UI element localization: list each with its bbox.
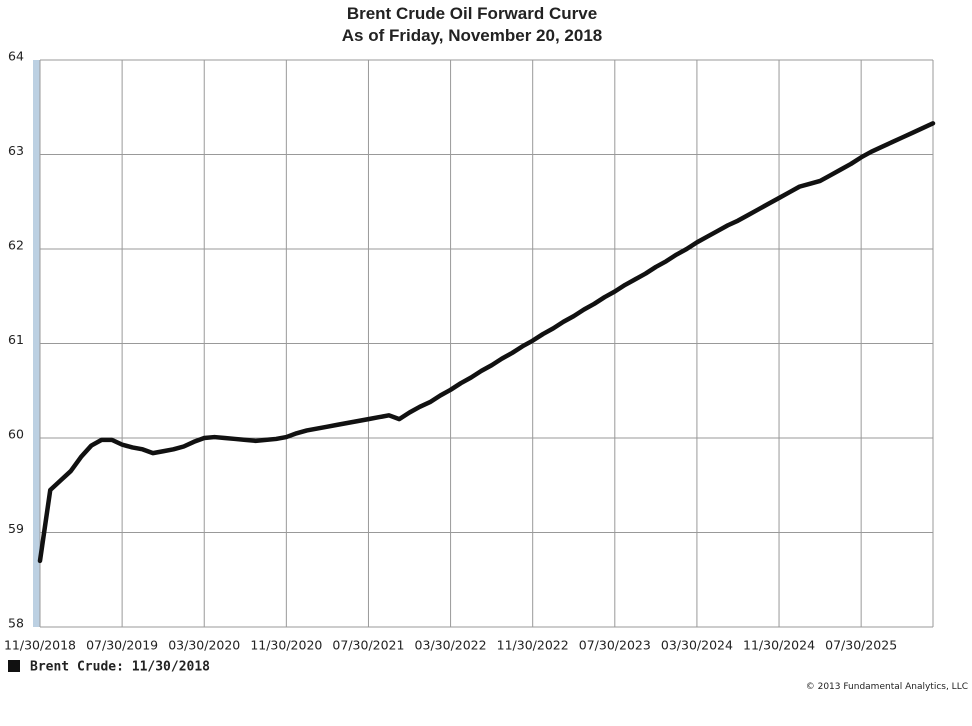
x-tick-label: 07/30/2019 [86,638,158,653]
x-tick-label: 07/30/2021 [332,638,404,653]
legend-swatch [8,660,20,672]
y-tick-label: 61 [8,332,24,347]
footer: © 2013 Fundamental Analytics, LLC [806,682,968,692]
x-tick-label: 03/30/2020 [168,638,240,653]
chart-title: Brent Crude Oil Forward Curve [347,4,597,23]
x-tick-label: 03/30/2022 [415,638,487,653]
y-tick-label: 58 [8,616,24,631]
y-tick-label: 63 [8,143,24,158]
x-tick-label: 07/30/2023 [579,638,651,653]
legend-label: Brent Crude: 11/30/2018 [30,660,210,675]
x-tick-label: 11/30/2024 [743,638,815,653]
y-tick-label: 59 [8,521,24,536]
x-tick-label: 03/30/2024 [661,638,733,653]
chart-subtitle: As of Friday, November 20, 2018 [342,26,602,45]
x-tick-label: 11/30/2020 [250,638,322,653]
x-tick-label: 07/30/2025 [825,638,897,653]
axis-band [33,60,40,627]
y-tick-label: 64 [8,49,24,64]
x-tick-label: 11/30/2018 [4,638,76,653]
y-tick-label: 60 [8,427,24,442]
series-line [37,121,936,564]
y-tick-label: 62 [8,238,24,253]
x-tick-label: 11/30/2022 [497,638,569,653]
